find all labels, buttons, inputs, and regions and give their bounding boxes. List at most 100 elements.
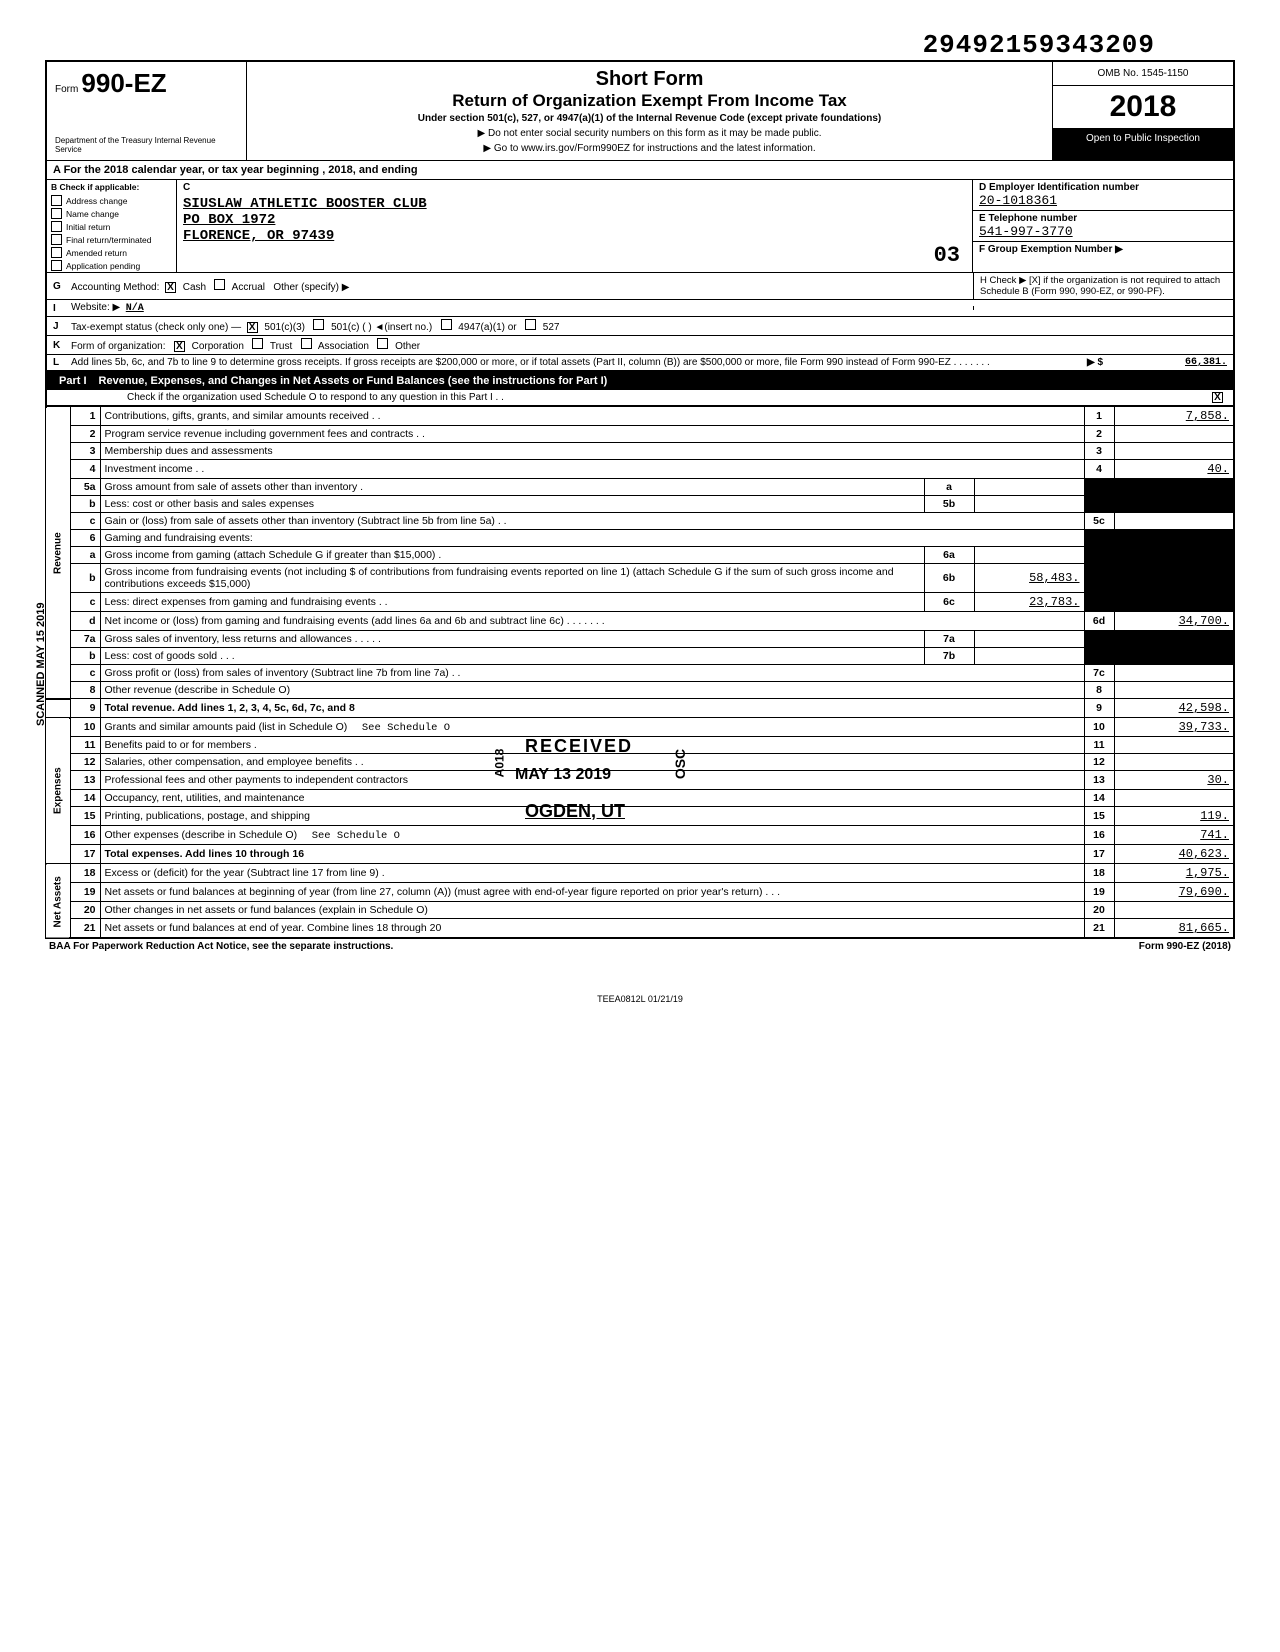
an15: 15 [1084, 807, 1114, 826]
chk-501c[interactable] [313, 319, 324, 330]
row-k: K Form of organization: X Corporation Tr… [45, 336, 1235, 355]
side-revenue: Revenue [46, 407, 70, 699]
n18: 18 [70, 864, 100, 883]
i-value: N/A [126, 303, 144, 314]
an18: 18 [1084, 864, 1114, 883]
chk-schedule-o[interactable]: X [1212, 392, 1223, 403]
part1-label: Part I [53, 375, 93, 387]
an5c: 5c [1084, 513, 1114, 530]
form-header: Form 990-EZ Department of the Treasury I… [45, 60, 1235, 160]
d12: Salaries, other compensation, and employ… [100, 754, 1084, 771]
chk-corp[interactable]: X [174, 341, 185, 352]
omb-number: OMB No. 1545-1150 [1053, 62, 1233, 86]
chk-address-change[interactable] [51, 195, 62, 206]
n20: 20 [70, 902, 100, 919]
n11: 11 [70, 737, 100, 754]
d13: Professional fees and other payments to … [100, 771, 1084, 790]
chk-amended[interactable] [51, 247, 62, 258]
chk-501c3[interactable]: X [247, 322, 258, 333]
lbl-address-change: Address change [66, 196, 127, 206]
note-ssn: ▶ Do not enter social security numbers o… [251, 128, 1048, 139]
chk-final-return[interactable] [51, 234, 62, 245]
d1: Contributions, gifts, grants, and simila… [100, 407, 1084, 426]
an7c: 7c [1084, 665, 1114, 682]
an1: 1 [1084, 407, 1114, 426]
d5b: Less: cost or other basis and sales expe… [100, 496, 924, 513]
d21: Net assets or fund balances at end of ye… [100, 919, 1084, 939]
v7b [974, 648, 1084, 665]
n9: 9 [70, 699, 100, 718]
shade7 [1084, 631, 1114, 665]
l-letter: L [53, 357, 71, 368]
shade7b [1114, 631, 1234, 665]
lines-table: Revenue 1 Contributions, gifts, grants, … [45, 406, 1235, 939]
part1-check-o: Check if the organization used Schedule … [45, 390, 1235, 406]
n19: 19 [70, 883, 100, 902]
an10: 10 [1084, 718, 1114, 737]
opt-corp: Corporation [192, 341, 244, 352]
d20: Other changes in net assets or fund bala… [100, 902, 1084, 919]
an3: 3 [1084, 443, 1114, 460]
an2: 2 [1084, 426, 1114, 443]
title-return: Return of Organization Exempt From Incom… [251, 91, 1048, 111]
chk-name-change[interactable] [51, 208, 62, 219]
e-value-phone: 541-997-3770 [979, 224, 1227, 239]
chk-app-pending[interactable] [51, 260, 62, 271]
chk-527[interactable] [525, 319, 536, 330]
a6d: 34,700. [1114, 612, 1234, 631]
row-a-calendar-year: A For the 2018 calendar year, or tax yea… [45, 160, 1235, 180]
an17: 17 [1084, 845, 1114, 864]
g-letter: G [53, 281, 71, 292]
an13: 13 [1084, 771, 1114, 790]
opt-trust: Trust [270, 341, 292, 352]
l-arrow: ▶ $ [1083, 357, 1107, 368]
n6d: d [70, 612, 100, 631]
chk-assoc[interactable] [301, 338, 312, 349]
d7c: Gross profit or (loss) from sales of inv… [100, 665, 1084, 682]
opt-other-org: Other [395, 341, 420, 352]
lbl-app-pending: Application pending [66, 261, 140, 271]
a18: 1,975. [1114, 864, 1234, 883]
chk-other-org[interactable] [377, 338, 388, 349]
chk-trust[interactable] [252, 338, 263, 349]
col-b: B Check if applicable: Address change Na… [47, 180, 177, 272]
d6c: Less: direct expenses from gaming and fu… [100, 593, 924, 612]
a3 [1114, 443, 1234, 460]
row-g: G Accounting Method: X Cash Accrual Othe… [45, 273, 1235, 300]
n4: 4 [70, 460, 100, 479]
d18: Excess or (deficit) for the year (Subtra… [100, 864, 1084, 883]
chk-cash[interactable]: X [165, 282, 176, 293]
d6: Gaming and fundraising events: [100, 530, 1084, 547]
check-o-text: Check if the organization used Schedule … [127, 392, 504, 403]
side-netassets: Net Assets [46, 864, 70, 939]
part1-title: Revenue, Expenses, and Changes in Net As… [99, 375, 1227, 387]
chk-initial-return[interactable] [51, 221, 62, 232]
b-header: B Check if applicable: [47, 180, 176, 194]
d4: Investment income . . [100, 460, 1084, 479]
a10: 39,733. [1114, 718, 1234, 737]
side-rev-end [46, 699, 70, 718]
v5b [974, 496, 1084, 513]
n6a: a [70, 547, 100, 564]
teea-code: TEEA0812L 01/21/19 [45, 994, 1235, 1004]
a20 [1114, 902, 1234, 919]
an9: 9 [1084, 699, 1114, 718]
b6b: 6b [924, 564, 974, 593]
row-j: J Tax-exempt status (check only one) — X… [45, 317, 1235, 336]
a1: 7,858. [1114, 407, 1234, 426]
opt-4947: 4947(a)(1) or [458, 322, 516, 333]
d2: Program service revenue including govern… [100, 426, 1084, 443]
chk-accrual[interactable] [214, 279, 225, 290]
b6a: 6a [924, 547, 974, 564]
n2: 2 [70, 426, 100, 443]
a8 [1114, 682, 1234, 699]
tracking-number: 29492159343209 [45, 30, 1235, 60]
col-c: C SIUSLAW ATHLETIC BOOSTER CLUB PO BOX 1… [177, 180, 973, 272]
lbl-initial-return: Initial return [66, 222, 110, 232]
opt-501c: 501(c) ( ) ◄(insert no.) [331, 322, 432, 333]
side-expenses: Expenses [46, 718, 70, 864]
title-short-form: Short Form [251, 68, 1048, 91]
g-text: Accounting Method: [71, 282, 159, 293]
chk-4947[interactable] [441, 319, 452, 330]
lbl-final-return: Final return/terminated [66, 235, 152, 245]
